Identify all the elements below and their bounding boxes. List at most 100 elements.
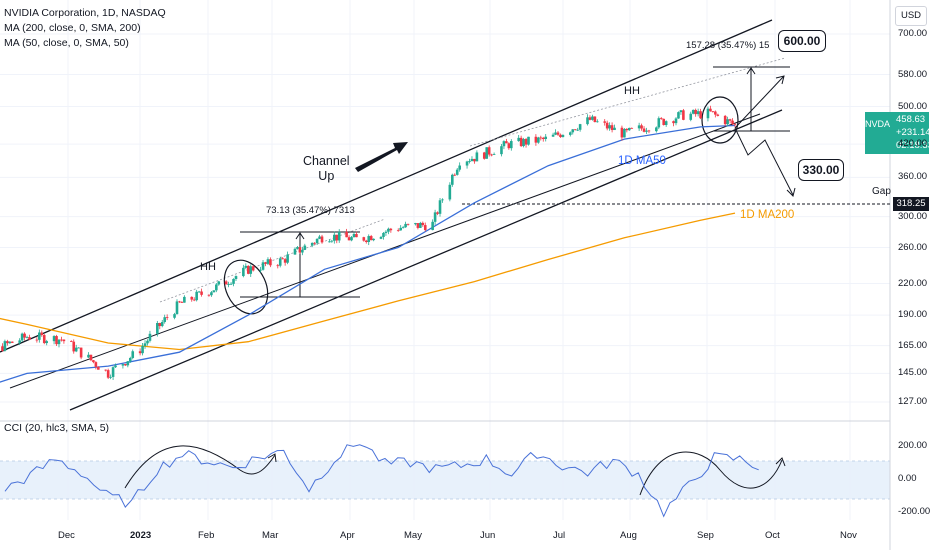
candle-body	[234, 276, 238, 280]
candle-body	[389, 228, 393, 231]
candle-body	[315, 238, 319, 244]
candle-body	[637, 125, 641, 129]
candle-body	[89, 354, 93, 361]
candle-body	[261, 262, 265, 270]
candle-body	[6, 341, 9, 344]
candle-body	[286, 254, 289, 263]
candle-body	[517, 137, 520, 142]
x-tick-label: Oct	[765, 530, 780, 541]
candle-body	[677, 112, 680, 119]
y-tick-label: 700.00	[898, 28, 928, 39]
candle-body	[141, 345, 144, 354]
legend-ma200[interactable]: MA (200, close, 0, SMA, 200)	[4, 22, 141, 34]
candle-body	[143, 343, 147, 346]
candle-body	[482, 152, 486, 159]
x-tick-label: Feb	[198, 530, 215, 541]
cci-tick-label: -200.00	[898, 506, 931, 517]
candle-body	[126, 361, 130, 366]
ma200-line	[0, 212, 736, 351]
candle-body	[485, 147, 489, 159]
candle-body	[396, 230, 400, 232]
candle-body	[138, 351, 142, 354]
candle-body	[52, 336, 56, 342]
candle-body	[313, 242, 316, 244]
candle-body	[608, 125, 611, 129]
candle-body	[387, 228, 390, 232]
candle-body	[232, 279, 235, 284]
y-tick-label: 500.00	[898, 100, 928, 112]
candle-body	[160, 322, 164, 327]
candle-body	[369, 236, 373, 241]
candle-body	[591, 116, 594, 120]
candle-body	[173, 314, 176, 318]
candle-body	[419, 222, 422, 228]
candle-body	[627, 127, 631, 131]
badge-symbol: NVDA	[865, 119, 891, 129]
candle-body	[345, 231, 348, 238]
candle-body	[576, 129, 579, 131]
candle-body	[296, 247, 299, 249]
channel-upper-line	[0, 19, 773, 353]
candle-body	[406, 223, 410, 225]
gap-label: Gap	[872, 186, 891, 197]
cci-legend[interactable]: CCI (20, hlc3, SMA, 5)	[4, 422, 110, 434]
candle-body	[229, 283, 233, 285]
candle-body	[441, 199, 444, 201]
candle-body	[109, 376, 112, 378]
cci-arc-left	[124, 445, 276, 489]
candle-body	[490, 154, 493, 156]
candle-body	[23, 333, 26, 338]
badge-change: +231.14%	[896, 127, 932, 138]
x-tick-label: Aug	[620, 530, 637, 541]
y-tick-label: 360.00	[898, 171, 928, 183]
candle-body	[224, 281, 228, 285]
candle-body	[259, 269, 262, 271]
candle-body	[556, 132, 560, 135]
channel-up-arrow	[355, 142, 408, 172]
hh-label-right: HH	[624, 85, 640, 97]
candle-body	[276, 265, 280, 267]
candle-body	[421, 222, 425, 226]
candle-body	[659, 118, 663, 120]
candle-body	[114, 365, 117, 368]
candle-body	[25, 337, 29, 338]
candle-body	[384, 231, 388, 233]
target-up-callout: 600.00	[778, 30, 826, 52]
currency-button[interactable]: USD	[895, 6, 927, 26]
candle-body	[640, 125, 643, 129]
candle-body	[175, 301, 179, 315]
legend-ma50[interactable]: MA (50, close, 0, SMA, 50)	[4, 37, 129, 49]
candle-body	[682, 110, 685, 120]
ma50-layer	[0, 124, 736, 383]
candle-body	[1, 346, 4, 351]
candle-body	[726, 119, 729, 125]
y-tick-label: 220.00	[898, 277, 928, 289]
candle-body	[674, 118, 678, 124]
candle-body	[630, 127, 634, 129]
x-tick-label: Mar	[262, 530, 279, 541]
ma200-layer	[0, 212, 736, 351]
candle-body	[500, 146, 503, 155]
candle-body	[588, 117, 592, 120]
candle-body	[470, 158, 474, 162]
candle-body	[438, 200, 442, 214]
candle-body	[69, 341, 73, 342]
gap-price-label: 318.25	[893, 197, 929, 211]
y-tick-label: 580.00	[898, 68, 928, 80]
candle-body	[190, 296, 194, 300]
candle-body	[507, 143, 511, 149]
candle-body	[251, 266, 255, 271]
candle-body	[672, 121, 675, 124]
candle-body	[301, 249, 304, 253]
candle-body	[620, 127, 624, 138]
candle-body	[468, 161, 471, 162]
candle-body	[131, 351, 135, 358]
cci-arc-right	[639, 451, 783, 496]
candle-body	[731, 120, 734, 124]
candle-body	[111, 367, 115, 377]
cci-line	[4, 444, 759, 518]
candle-body	[8, 341, 12, 344]
consolidation-ellipse-right	[701, 96, 739, 144]
